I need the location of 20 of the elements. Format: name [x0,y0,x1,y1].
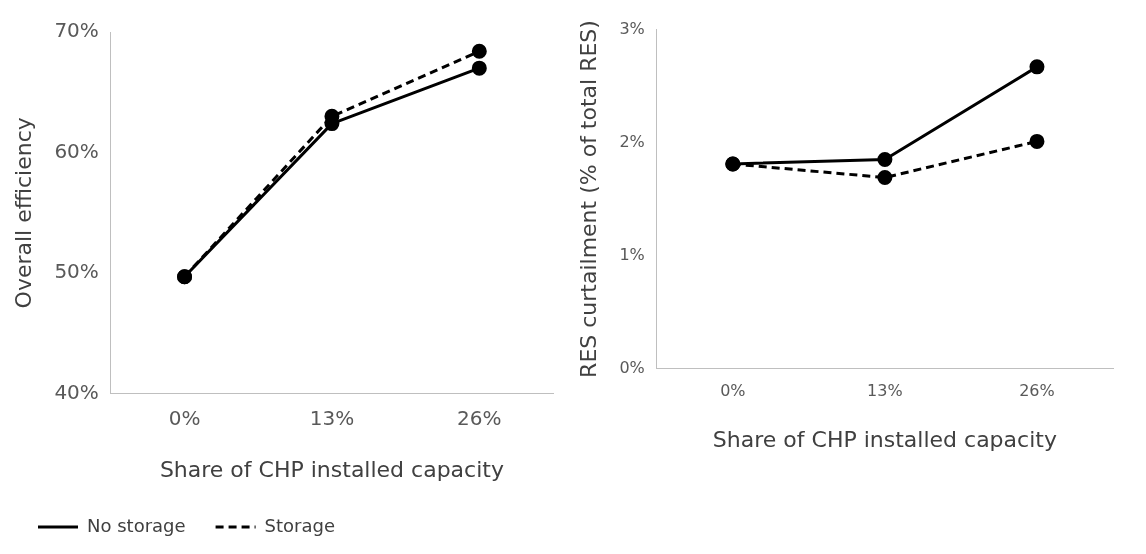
x-tick-label: 13% [309,405,355,430]
legend-label: No storage [87,514,186,536]
y-tick-label: 60% [54,138,99,163]
y-tick-label: 2% [619,131,645,151]
legend-label: Storage [264,514,336,536]
x-tick-label: 13% [867,381,903,401]
x-tick-label: 26% [1019,381,1055,401]
x-axis-title: Share of CHP installed capacity [712,426,1057,452]
y-axis-title: Overall efficiency [10,117,36,309]
y-tick-label: 0% [619,357,645,377]
y-axis-title: RES curtailment (% of total RES) [575,20,601,378]
x-axis-title: Share of CHP installed capacity [159,456,504,482]
y-tick-label: 50% [54,259,99,284]
y-tick-label: 70% [54,18,99,43]
y-tick-label: 3% [619,18,645,38]
y-tick-label: 1% [619,244,645,264]
y-tick-label: 40% [54,379,99,404]
x-tick-label: 0% [720,381,746,401]
x-tick-label: 0% [168,405,201,430]
x-tick-label: 26% [457,405,502,430]
